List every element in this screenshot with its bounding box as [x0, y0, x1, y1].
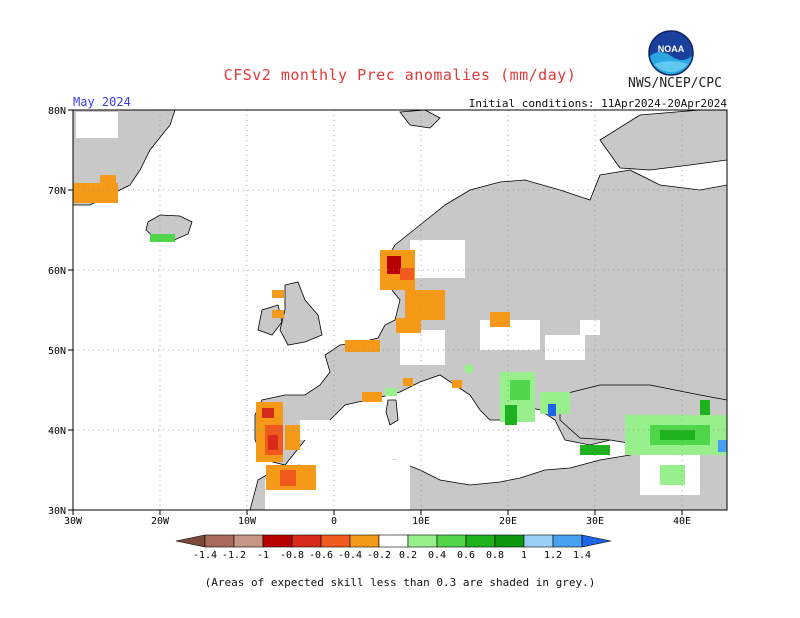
anomaly-cell [548, 404, 556, 416]
initial-conditions: Initial conditions: 11Apr2024-20Apr2024 [468, 97, 727, 110]
colorbar-label: 0.6 [457, 550, 475, 561]
colorbar-label: -1 [257, 550, 269, 561]
anomaly-cell [73, 183, 118, 203]
anomaly-cell [400, 330, 445, 365]
colorbar-label: -1.2 [222, 550, 246, 561]
lat-label: 30N [48, 506, 66, 517]
colorbar-swatch [349, 534, 380, 548]
colorbar: -1.4 -1.2 -1 -0.8 -0.6 -0.4 -0.2 0.2 0.4 0.6 0.8 1 1… [175, 534, 612, 561]
lat-label: 60N [48, 266, 66, 277]
lon-label: 40E [673, 516, 691, 527]
anomaly-cell [505, 405, 517, 425]
colorbar-swatch [465, 534, 496, 548]
lat-label: 40N [48, 426, 66, 437]
lon-label: 10E [412, 516, 430, 527]
lon-label: 30E [586, 516, 604, 527]
colorbar-label: -0.4 [338, 550, 362, 561]
anomaly-cell [718, 440, 727, 452]
anomaly-cell [540, 392, 570, 414]
land-sardinia [385, 399, 399, 426]
forecast-month: May 2024 [73, 95, 131, 109]
colorbar-label: 0.2 [399, 550, 417, 561]
anomaly-cell [465, 365, 473, 373]
colorbar-swatch [204, 534, 235, 548]
colorbar-swatch [436, 534, 467, 548]
colorbar-label: 0.8 [486, 550, 504, 561]
chart-title: CFSv2 monthly Prec anomalies (mm/day) [223, 66, 577, 84]
anomaly-cell [280, 470, 296, 486]
lon-label: 20E [499, 516, 517, 527]
graticule [73, 110, 727, 510]
land-novaya-zemlya [599, 110, 727, 171]
anomaly-cell [545, 335, 585, 360]
colorbar-label: 1 [521, 550, 527, 561]
colorbar-swatch [291, 534, 322, 548]
lat-label: 70N [48, 186, 66, 197]
colorbar-label: -0.8 [280, 550, 304, 561]
lat-label: 50N [48, 346, 66, 357]
colorbar-swatch [552, 534, 583, 548]
lon-labels: 30W 20W 10W 0 10E 20E 30E 40E [64, 516, 691, 527]
svg-text:NOAA: NOAA [658, 44, 685, 54]
colorbar-label: -1.4 [193, 550, 217, 561]
anomaly-cell [580, 320, 600, 335]
anomaly-cell [76, 112, 118, 138]
colorbar-label: 1.4 [573, 550, 591, 561]
anomaly-cell [100, 175, 116, 183]
anomaly-cell [405, 290, 445, 320]
anomaly-cell [396, 318, 421, 333]
anomaly-cell [300, 460, 410, 510]
lon-label: 30W [64, 516, 83, 527]
colorbar-label: 0.4 [428, 550, 446, 561]
anomaly-cell [272, 310, 284, 318]
colorbar-swatch [233, 534, 264, 548]
colorbar-arrow-right [581, 534, 612, 548]
noaa-logo-icon: NOAA [648, 30, 694, 76]
anomaly-cell [300, 420, 330, 440]
land-great-britain [279, 281, 323, 346]
anomaly-cell [400, 268, 414, 280]
colorbar-label: -0.6 [309, 550, 333, 561]
anomaly-cell [403, 378, 413, 386]
lon-label: 20W [151, 516, 170, 527]
anomaly-cell [272, 290, 284, 298]
anomaly-cell [660, 430, 695, 440]
anomaly-cell [268, 435, 278, 450]
anomaly-cell [510, 380, 530, 400]
lon-label: 0 [331, 516, 337, 527]
anomaly-cell [362, 392, 382, 402]
anomaly-cell [262, 408, 274, 418]
colorbar-label: -0.2 [367, 550, 391, 561]
anomaly-cell [285, 425, 300, 450]
colorbar-swatch [320, 534, 351, 548]
colorbar-swatch [523, 534, 554, 548]
colorbar-swatch [494, 534, 525, 548]
map-frame [72, 109, 728, 511]
lon-label: 10W [238, 516, 257, 527]
anomaly-cell [410, 240, 465, 278]
colorbar-swatch [378, 534, 409, 548]
skill-footnote: (Areas of expected skill less than 0.3 a… [204, 576, 596, 589]
anomaly-cell [660, 465, 685, 485]
colorbar-swatch [407, 534, 438, 548]
anomaly-cell [345, 340, 380, 352]
anomaly-cell [452, 380, 462, 388]
tick-marks [68, 109, 683, 515]
lat-label: 80N [48, 106, 66, 117]
colorbar-arrow-left [175, 534, 206, 548]
lat-labels: 80N 70N 60N 50N 40N 30N [48, 106, 66, 517]
anomaly-cell [700, 400, 710, 415]
colorbar-label: 1.2 [544, 550, 562, 561]
anomaly-cell [150, 234, 175, 242]
anomaly-cell [387, 256, 401, 274]
agency-label: NWS/NCEP/CPC [628, 76, 722, 91]
anomaly-cell [490, 312, 510, 327]
anomaly-cell [385, 388, 397, 396]
colorbar-swatch [262, 534, 293, 548]
